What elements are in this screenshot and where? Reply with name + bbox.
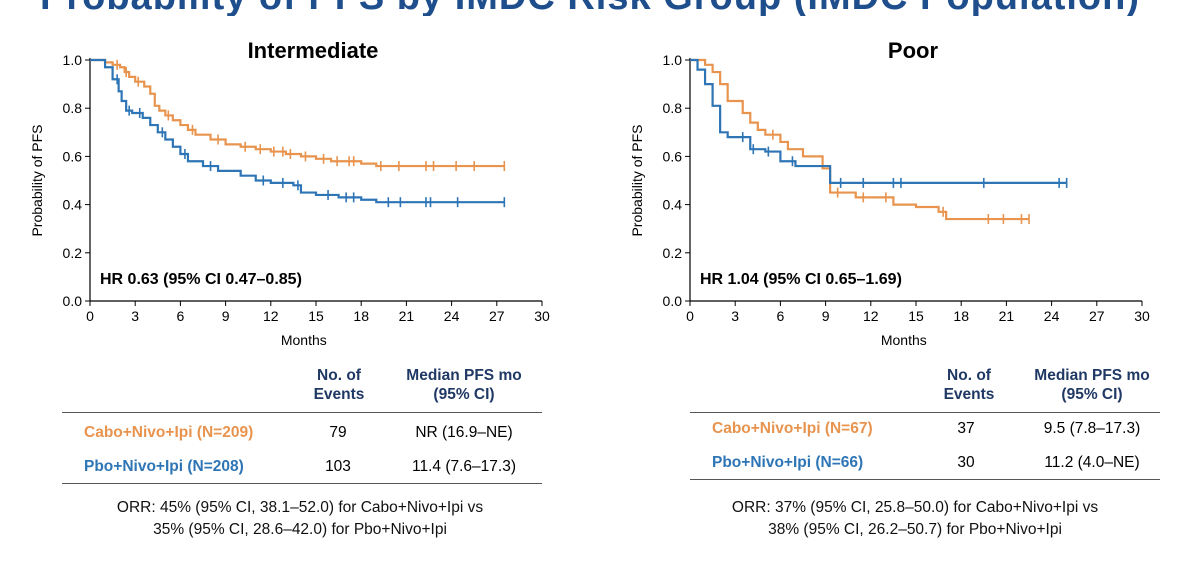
orr-line-1: ORR: 45% (95% CI, 38.1–52.0) for Cabo+Ni… [116,499,484,516]
median-pbo: 11.2 (4.0–NE) [1044,454,1140,471]
y-tick-label: 0.4 [663,197,683,213]
y-tick-label: 0.2 [63,245,83,261]
panel-poor: Poor 0.0 0.2 0.4 0.6 0.8 1.0 0 3 6 9 12 15 18 21 24 27 30… [600,28,1160,574]
km-plot-poor: Poor 0.0 0.2 0.4 0.6 0.8 1.0 0 3 6 9 12 15 18 21 24 27 30… [629,38,1150,348]
arm-label-cabo: Cabo+Nivo+Ipi (N=209) [84,424,254,441]
x-tick-label: 0 [686,308,694,324]
x-tick-label: 9 [822,308,830,324]
x-tick-label: 21 [399,308,415,324]
km-curve-1 [690,58,1067,185]
y-tick-label: 1.0 [663,52,683,68]
x-tick-label: 9 [222,308,230,324]
x-tick-label: 18 [953,308,969,324]
km-curve-0 [690,58,1029,221]
header-median: Median PFS mo (95% CI) [406,367,522,403]
slide-title-band: Probability of PFS by IMDC Risk Group (I… [0,0,1200,16]
y-tick-label: 0.2 [663,245,683,261]
arm-label-pbo: Pbo+Nivo+Ipi (N=66) [712,454,864,471]
table-rule-top [62,412,542,413]
median-cabo: NR (16.9–NE) [415,424,513,441]
header-events: No. of Events [313,367,365,403]
x-tick-label: 12 [263,308,279,324]
median-cabo: 9.5 (7.8–17.3) [1043,420,1141,437]
header-events: No. of Events [943,367,995,403]
events-cabo: 37 [957,420,975,437]
table-rule-bottom [690,479,1160,480]
chart-title: Intermediate [248,38,379,63]
x-tick-label: 21 [999,308,1015,324]
panel-intermediate: Intermediate 0.0 0.2 0.4 0.6 0.8 1.0 0 3 6 9 12 15 18… [0,28,560,574]
y-axis-label: Probability of PFS [629,124,645,236]
table-rule-top [690,412,1160,413]
orr-intermediate: ORR: 45% (95% CI, 38.1–52.0) for Cabo+Ni… [40,497,560,541]
slide-title: Probability of PFS by IMDC Risk Group (I… [40,0,1140,16]
orr-line-2: 35% (95% CI, 28.6–42.0) for Pbo+Nivo+Ipi [153,521,447,538]
y-tick-label: 0.8 [63,100,83,116]
x-tick-label: 27 [489,308,505,324]
x-tick-label: 15 [308,308,324,324]
events-cabo: 79 [329,424,347,441]
header-median: Median PFS mo (95% CI) [1034,367,1150,403]
x-tick-label: 27 [1089,308,1105,324]
x-tick-label: 24 [444,308,460,324]
orr-line-2: 38% (95% CI, 26.2–50.7) for Pbo+Nivo+Ipi [768,521,1062,538]
x-tick-label: 6 [177,308,185,324]
km-curve-0 [90,58,505,168]
x-tick-label: 15 [908,308,924,324]
arm-label-cabo: Cabo+Nivo+Ipi (N=67) [712,420,873,437]
x-axis-label: Months [281,332,327,348]
y-tick-label: 0.6 [663,148,683,164]
x-tick-label: 12 [863,308,879,324]
hazard-ratio-annotation: HR 1.04 (95% CI 0.65–1.69) [700,271,902,288]
orr-poor: ORR: 37% (95% CI, 25.8–50.0) for Cabo+Ni… [670,497,1160,541]
median-pbo: 11.4 (7.6–17.3) [412,458,516,475]
hazard-ratio-annotation: HR 0.63 (95% CI 0.47–0.85) [100,271,302,288]
y-tick-label: 0.4 [63,197,83,213]
y-axis-label: Probability of PFS [29,124,45,236]
y-tick-label: 1.0 [63,52,83,68]
x-tick-label: 30 [534,308,550,324]
events-pbo: 103 [325,458,351,475]
orr-line-1: ORR: 37% (95% CI, 25.8–50.0) for Cabo+Ni… [731,499,1099,516]
x-tick-label: 3 [731,308,739,324]
x-tick-label: 30 [1134,308,1150,324]
chart-title: Poor [888,38,939,63]
x-tick-label: 6 [777,308,785,324]
x-tick-label: 3 [131,308,139,324]
arm-label-pbo: Pbo+Nivo+Ipi (N=208) [84,458,244,475]
x-tick-label: 24 [1044,308,1060,324]
y-tick-label: 0.0 [63,293,83,309]
x-axis-label: Months [881,332,927,348]
x-tick-label: 18 [353,308,369,324]
x-tick-label: 0 [86,308,94,324]
y-tick-label: 0.6 [63,148,83,164]
y-tick-label: 0.8 [663,100,683,116]
events-pbo: 30 [957,454,975,471]
km-plot-intermediate: Intermediate 0.0 0.2 0.4 0.6 0.8 1.0 0 3 6 9 12 15 18… [29,38,550,348]
y-tick-label: 0.0 [663,293,683,309]
table-rule-bottom [62,483,542,484]
